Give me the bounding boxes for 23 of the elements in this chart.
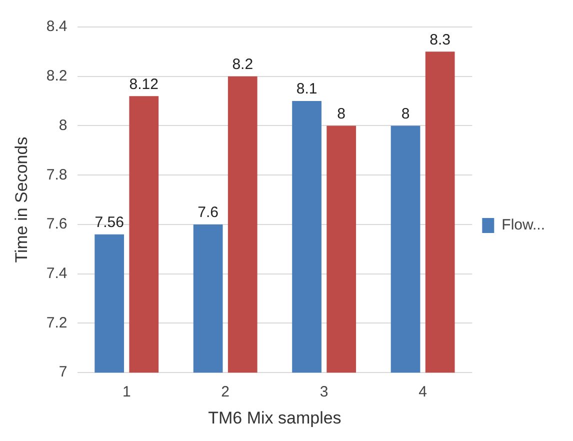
y-axis-title: Time in Seconds [12,136,31,263]
data-label: 7.56 [94,214,124,231]
x-tick-label: 1 [122,384,131,401]
y-tick-label: 8 [58,116,68,134]
data-label: 8.12 [129,76,158,93]
y-tick-label: 7.2 [46,314,68,332]
y-tick-label: 7.8 [46,166,68,184]
data-label: 8.2 [232,56,254,74]
y-tick-label: 7 [58,364,68,381]
x-tick-label: 2 [221,384,230,401]
y-tick-label: 8.4 [46,18,68,36]
x-tick-label: 4 [418,384,427,401]
x-tick-label: 3 [320,384,328,401]
data-label: 8 [337,105,346,122]
y-tick-label: 8.2 [46,68,68,85]
legend-label: Flow... [502,216,546,234]
y-tick-label: 7.4 [46,265,68,282]
data-label: 8.3 [430,31,450,48]
y-tick-label: 7.6 [46,216,68,233]
x-axis-title: TM6 Mix samples [208,408,342,428]
data-label: 8.1 [296,80,318,98]
data-label: 7.6 [198,204,218,222]
data-label: 8 [401,105,410,122]
